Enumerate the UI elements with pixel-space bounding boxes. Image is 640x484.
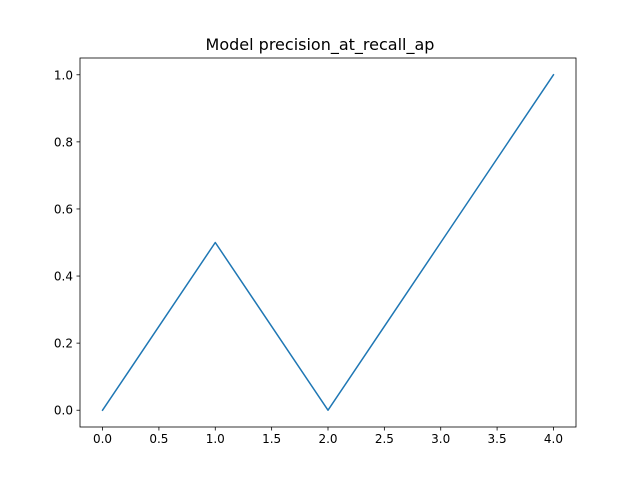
x-tick-label: 1.5 [262, 432, 281, 446]
y-tick-label: 0.4 [54, 270, 73, 284]
plot-area: 0.0 0.5 1.0 1.5 2.0 2.5 3.0 3.5 4.0 0.0 0.2 0.4 0.6 0… [54, 57, 577, 446]
x-tick-label: 2.0 [318, 432, 337, 446]
axes-frame [79, 57, 577, 428]
y-tick-label: 0.2 [54, 337, 73, 351]
x-tick-label: 3.0 [431, 432, 450, 446]
chart-title: Model precision_at_recall_ap [206, 35, 435, 55]
x-tick-label: 4.0 [544, 432, 563, 446]
x-tick-label: 2.5 [375, 432, 394, 446]
x-tick-label: 0.5 [149, 432, 168, 446]
y-tick-label: 1.0 [54, 68, 73, 82]
y-tick-label: 0.6 [54, 202, 73, 216]
y-tick-label: 0.8 [54, 135, 73, 149]
series-line-0 [101, 73, 555, 412]
x-tick-label: 1.0 [206, 432, 225, 446]
x-tick-label: 3.5 [488, 432, 507, 446]
y-tick-label: 0.0 [54, 404, 73, 418]
x-tick-label: 0.0 [93, 432, 112, 446]
